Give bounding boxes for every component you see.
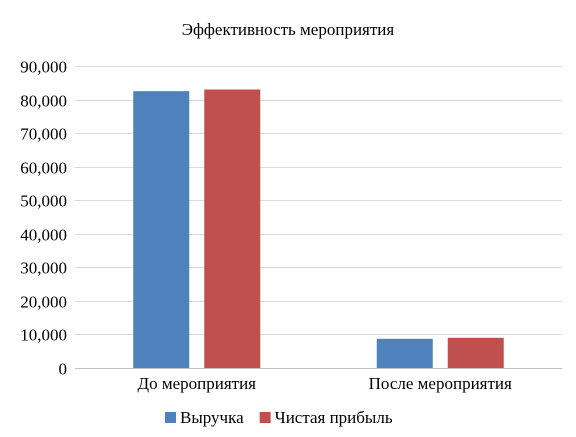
bar-revenue-0 <box>133 91 190 369</box>
y-tick-label: 70,000 <box>20 125 67 144</box>
y-tick-label: 60,000 <box>20 159 67 178</box>
y-tick-label: 0 <box>59 360 68 379</box>
x-category-label: До мероприятия <box>137 374 256 393</box>
legend-swatch <box>259 412 271 423</box>
bars <box>133 89 504 369</box>
y-tick-label: 90,000 <box>20 58 67 77</box>
bar-revenue-1 <box>376 338 433 368</box>
chart-title: Эффективность мероприятия <box>182 20 395 39</box>
y-tick-label: 40,000 <box>20 226 67 245</box>
x-axis-category-labels: До мероприятия После мероприятия <box>137 374 512 393</box>
y-tick-label: 10,000 <box>20 326 67 345</box>
y-axis-tick-labels: 0 10,000 20,000 30,000 40,000 50,000 60,000 70,… <box>20 58 67 379</box>
legend-label: Выручка <box>180 408 244 427</box>
legend: Выручка Чистая прибыль <box>165 408 393 427</box>
bar-net-profit-1 <box>447 337 504 368</box>
x-category-label: После мероприятия <box>369 374 512 393</box>
bar-net-profit-0 <box>204 89 261 368</box>
legend-label: Чистая прибыль <box>275 408 393 427</box>
y-tick-label: 20,000 <box>20 293 67 312</box>
y-tick-label: 30,000 <box>20 259 67 278</box>
y-tick-label: 50,000 <box>20 192 67 211</box>
y-tick-label: 80,000 <box>20 92 67 111</box>
legend-swatch <box>165 412 176 423</box>
